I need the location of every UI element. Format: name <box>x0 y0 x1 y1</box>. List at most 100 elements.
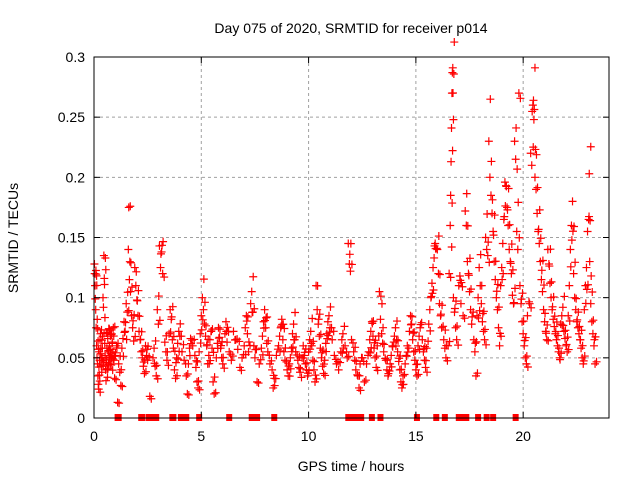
data-point <box>117 344 126 353</box>
data-point <box>559 321 568 330</box>
data-point <box>537 275 546 284</box>
data-point <box>525 299 534 308</box>
data-point <box>420 342 429 351</box>
data-point <box>405 327 414 336</box>
data-point <box>265 351 274 360</box>
data-point <box>223 323 232 332</box>
data-point <box>154 320 163 329</box>
data-point <box>277 315 286 324</box>
data-point <box>132 296 141 305</box>
y-tick-label: 0.25 <box>58 109 85 125</box>
data-point <box>278 335 287 344</box>
data-point <box>542 335 551 344</box>
data-point <box>412 371 421 380</box>
data-point <box>120 328 129 337</box>
data-point <box>231 335 240 344</box>
data-point <box>402 351 411 360</box>
data-point <box>591 359 600 368</box>
data-point <box>512 227 521 236</box>
data-point <box>589 316 598 325</box>
data-point <box>460 314 469 323</box>
data-point <box>242 311 251 320</box>
data-point <box>514 198 523 207</box>
data-point <box>428 289 437 298</box>
data-point <box>244 338 253 347</box>
data-point <box>539 305 548 314</box>
data-point <box>423 368 432 377</box>
data-point <box>486 95 495 104</box>
data-point <box>307 341 316 350</box>
data-point <box>280 324 289 333</box>
data-point <box>570 293 579 302</box>
data-point <box>115 399 124 408</box>
data-point <box>454 341 463 350</box>
data-point <box>577 326 586 335</box>
data-point <box>380 340 389 349</box>
data-point <box>498 275 507 284</box>
data-point <box>496 281 505 290</box>
data-point <box>272 351 281 360</box>
data-point <box>110 374 119 383</box>
data-point <box>336 358 345 367</box>
data-point <box>122 335 131 344</box>
data-point <box>329 327 338 336</box>
data-point <box>270 381 279 390</box>
data-point <box>121 318 130 327</box>
data-point <box>479 307 488 316</box>
data-point <box>467 285 476 294</box>
data-point <box>151 336 160 345</box>
data-point <box>100 313 109 322</box>
data-point <box>568 227 577 236</box>
data-points <box>90 38 601 421</box>
data-point <box>441 326 450 335</box>
data-point <box>343 353 352 362</box>
data-point <box>391 323 400 332</box>
data-point <box>586 142 595 151</box>
data-point <box>393 347 402 356</box>
data-point <box>199 305 208 314</box>
data-point <box>485 173 494 182</box>
data-point <box>174 355 183 364</box>
data-point <box>313 281 322 290</box>
data-point <box>465 254 474 263</box>
y-axis-label: SRMTID / TECUs <box>5 183 21 293</box>
data-point <box>447 123 456 132</box>
data-point <box>268 365 277 374</box>
data-point <box>579 359 588 368</box>
data-point <box>587 271 596 280</box>
data-point <box>137 347 146 356</box>
data-point <box>349 338 357 347</box>
data-point <box>509 299 518 308</box>
data-point <box>520 341 529 350</box>
data-point <box>91 294 100 303</box>
data-point <box>133 311 142 320</box>
data-point <box>586 299 595 308</box>
data-point <box>271 374 280 383</box>
data-point <box>446 191 455 200</box>
data-point <box>140 369 149 378</box>
data-point <box>305 366 314 375</box>
data-point <box>477 299 486 308</box>
data-point <box>531 145 540 154</box>
data-point <box>488 195 497 204</box>
data-point <box>523 362 532 371</box>
data-point <box>184 359 193 368</box>
data-point <box>515 281 524 290</box>
data-point <box>565 317 574 326</box>
data-point <box>583 227 592 236</box>
data-point <box>487 157 496 166</box>
data-point <box>308 356 317 365</box>
data-point <box>322 347 331 356</box>
data-point <box>407 320 416 329</box>
data-point <box>210 389 219 398</box>
data-point <box>110 322 119 331</box>
data-point <box>413 360 422 369</box>
data-point <box>176 319 185 328</box>
data-point <box>392 317 401 326</box>
data-point <box>508 291 517 300</box>
data-point <box>523 311 532 320</box>
data-point <box>580 352 589 361</box>
data-point <box>361 376 370 385</box>
data-point <box>491 275 500 284</box>
data-point <box>325 328 334 337</box>
